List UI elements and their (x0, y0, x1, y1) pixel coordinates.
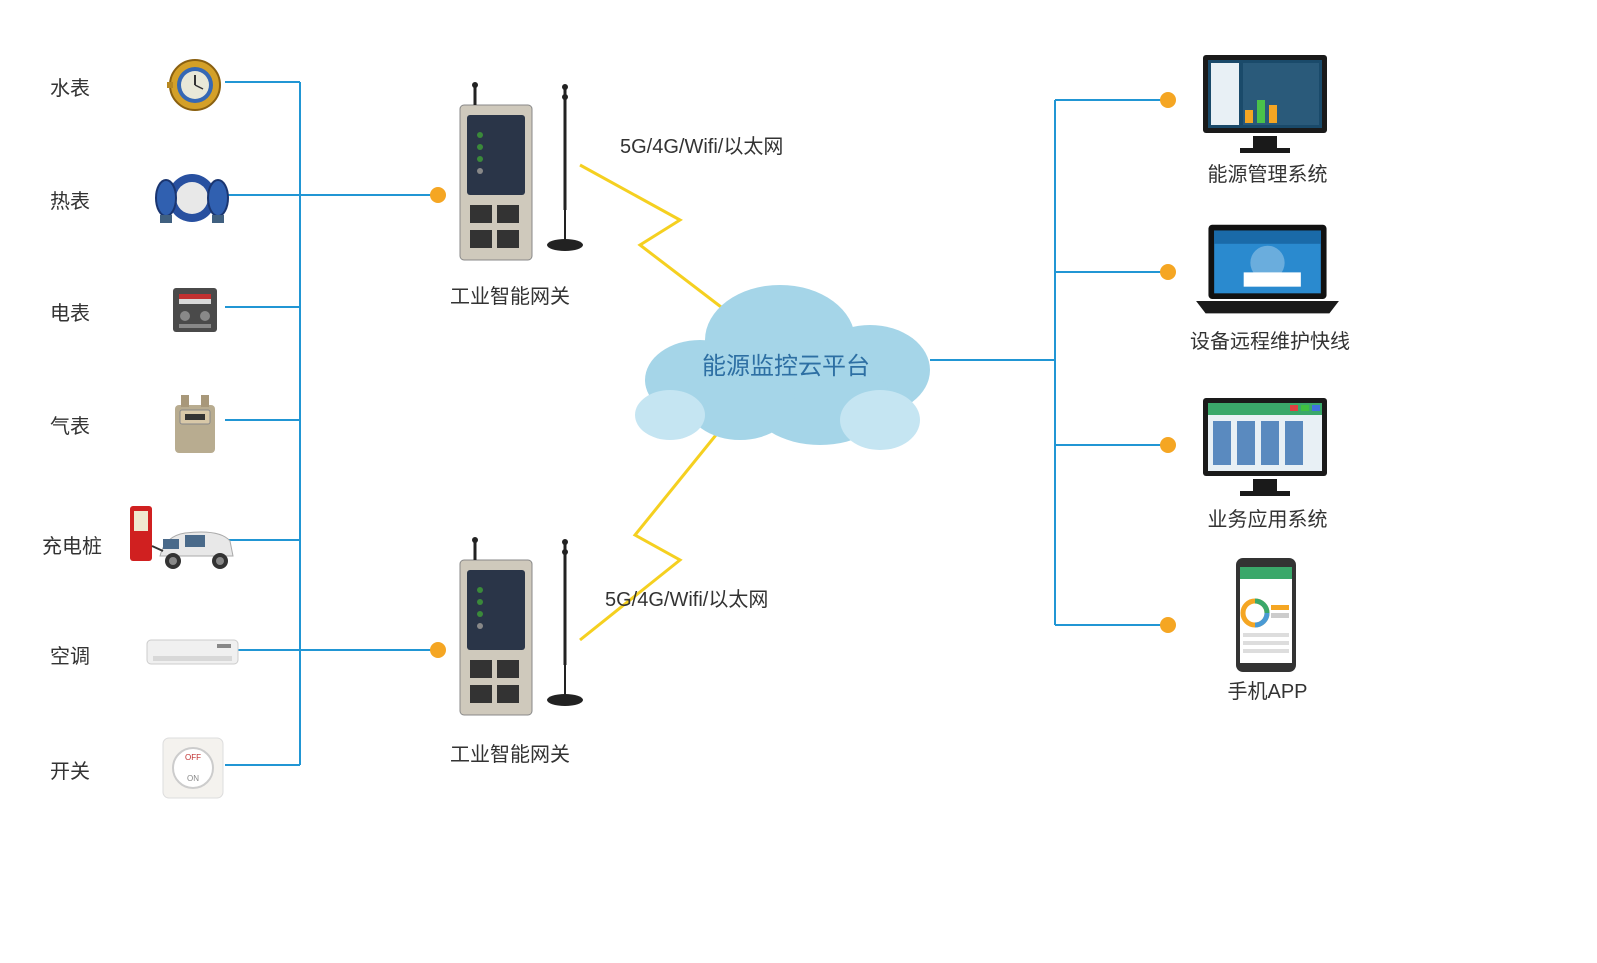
app3-label: 业务应用系统 (1200, 503, 1335, 532)
app1-dot (1160, 92, 1176, 108)
label-heat: 热表 (50, 185, 130, 214)
gw1-dot (430, 187, 446, 203)
remote-maint-icon (1190, 220, 1345, 320)
charging-station-icon (125, 498, 245, 583)
gateway-2-label: 工业智能网关 (445, 738, 575, 767)
energy-mgmt-icon (1195, 55, 1335, 155)
connections-layer (0, 0, 1597, 963)
app2-dot (1160, 264, 1176, 280)
label-ac: 空调 (50, 640, 130, 669)
label-switch: 开关 (50, 755, 130, 784)
ac-icon (145, 635, 240, 670)
water-meter-icon (160, 50, 230, 120)
app2-label: 设备远程维护快线 (1185, 325, 1355, 354)
mobile-app-icon (1228, 555, 1303, 675)
label-gas: 气表 (50, 410, 130, 439)
switch-icon: OFF ON (155, 730, 230, 805)
app3-dot (1160, 437, 1176, 453)
heat-meter-icon (152, 160, 232, 235)
lightning-1 (580, 165, 725, 310)
gateway-2-icon (445, 530, 590, 730)
gateway-1-icon (445, 75, 590, 275)
gateway-1-label: 工业智能网关 (445, 280, 575, 309)
app1-label: 能源管理系统 (1200, 158, 1335, 187)
conn-label-2: 5G/4G/Wifi/以太网 (605, 583, 768, 612)
label-elec: 电表 (50, 297, 130, 326)
electric-meter-icon (160, 275, 230, 345)
app4-label: 手机APP (1220, 675, 1315, 704)
conn-label-1: 5G/4G/Wifi/以太网 (620, 130, 783, 159)
cloud-label: 能源监控云平台 (702, 346, 870, 381)
gas-meter-icon (160, 385, 230, 465)
app4-dot (1160, 617, 1176, 633)
svg-text:OFF: OFF (185, 753, 201, 762)
gw2-dot (430, 642, 446, 658)
business-app-icon (1195, 395, 1335, 500)
label-charge: 充电桩 (42, 530, 122, 559)
svg-text:ON: ON (187, 774, 199, 783)
label-water: 水表 (50, 72, 130, 101)
